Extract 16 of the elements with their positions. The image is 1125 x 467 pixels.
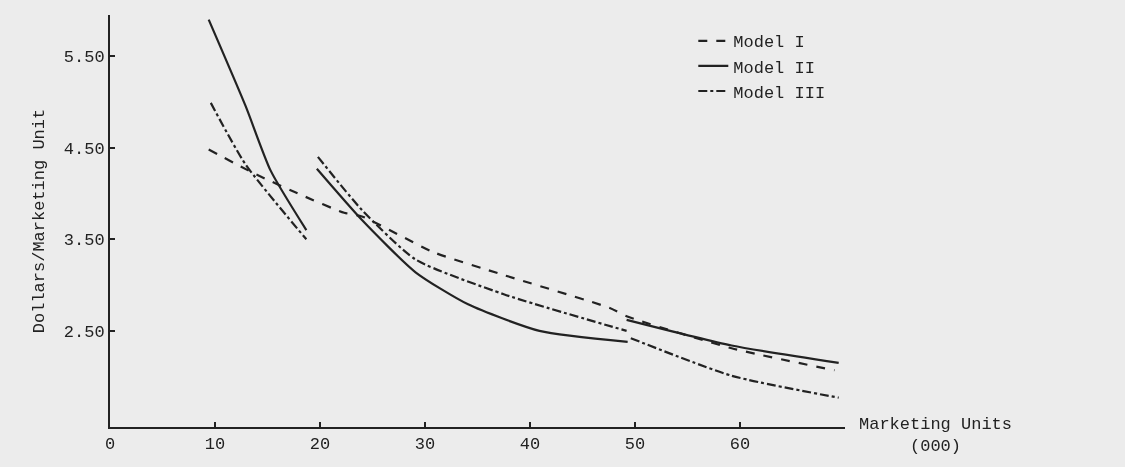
x-axis-title: Marketing Units (000) <box>859 415 1013 457</box>
x-tick-label: 60 <box>729 435 751 455</box>
x-tick-label: 30 <box>414 435 436 455</box>
x-tick-label: 40 <box>519 435 541 455</box>
y-tick-label: 4.50 <box>63 139 105 159</box>
legend-label: Model II <box>733 58 815 78</box>
x-tick-label: 50 <box>624 435 646 455</box>
x-tick-label: 10 <box>204 435 226 455</box>
x-tick-label: 20 <box>309 435 331 455</box>
y-tick-label: 5.50 <box>63 48 105 68</box>
legend-label: Model I <box>733 33 805 53</box>
y-tick-label: 3.50 <box>63 231 105 251</box>
legend-label: Model III <box>733 83 826 103</box>
x-tick-label: 0 <box>104 435 116 455</box>
y-axis-title: Dollars/Marketing Unit <box>29 108 49 334</box>
y-tick-label: 2.50 <box>63 322 105 342</box>
